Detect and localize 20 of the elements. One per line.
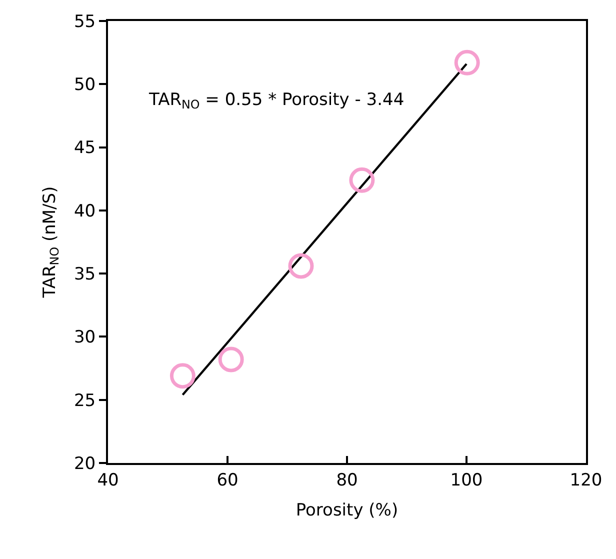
x-tick-label: 80 [336,470,358,490]
annotation: TAR$_{NO}$ = 0.55 * Porosity - 3.44 [148,90,404,112]
y-tick-label: 35 [74,264,96,285]
point [170,363,196,389]
point [454,50,480,76]
y-tick-label: 50 [74,75,96,96]
point [288,253,314,279]
y-tick-label: 20 [74,454,96,474]
y-tick-label: 45 [74,138,96,158]
y-tick-label: 30 [74,328,96,348]
x-tick-label: 120 [570,470,602,490]
y-tick-label: 55 [74,12,96,32]
x-tick-label: 100 [450,470,483,490]
y-tick-label: 25 [74,390,96,411]
x-tick-label: 60 [216,470,238,490]
point [218,346,244,372]
x-tick-label: 40 [97,470,119,490]
point [349,167,375,193]
y-tick-label: 40 [74,201,96,222]
x-axis-title: Porosity (%) [296,500,398,520]
